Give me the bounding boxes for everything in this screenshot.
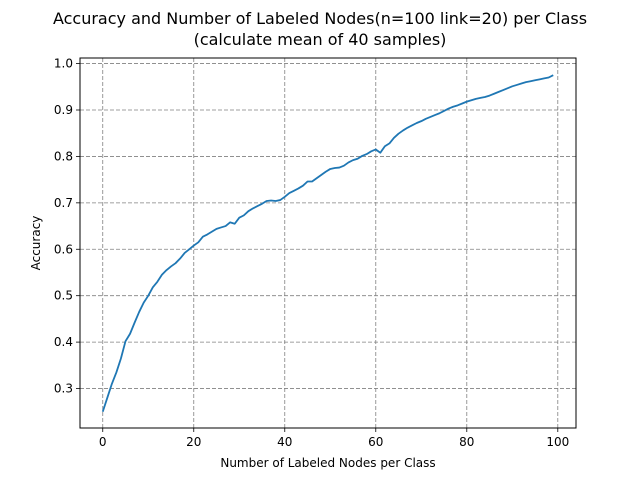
y-tick-label: 0.5 — [54, 289, 73, 303]
y-tick-label: 0.3 — [54, 382, 73, 396]
x-tick-label: 60 — [368, 435, 383, 449]
x-tick-label: 100 — [546, 435, 569, 449]
y-tick-label: 0.6 — [54, 242, 73, 256]
accuracy-line — [101, 74, 554, 413]
y-axis-label: Accuracy — [29, 216, 43, 271]
chart-title-line-1: Accuracy and Number of Labeled Nodes(n=1… — [53, 9, 587, 28]
x-tick-label: 40 — [277, 435, 292, 449]
y-tick-label: 1.0 — [54, 57, 73, 71]
y-tick-label: 0.9 — [54, 103, 73, 117]
axis-ticks: 0 20 40 60 80 100 0.3 0.4 0.5 0.6 0.7 0.8 0.9 1.0 — [54, 57, 569, 449]
x-tick-label: 80 — [459, 435, 474, 449]
chart-title-line-2: (calculate mean of 40 samples) — [194, 30, 447, 49]
plot-area-frame — [79, 57, 577, 429]
data-series — [101, 74, 554, 413]
y-tick-label: 0.4 — [54, 335, 73, 349]
y-tick-label: 0.8 — [54, 149, 73, 163]
y-tick-label: 0.7 — [54, 196, 73, 210]
x-axis-label: Number of Labeled Nodes per Class — [220, 456, 435, 470]
grid-lines — [80, 58, 576, 428]
x-tick-label: 20 — [186, 435, 201, 449]
x-tick-label: 0 — [99, 435, 107, 449]
